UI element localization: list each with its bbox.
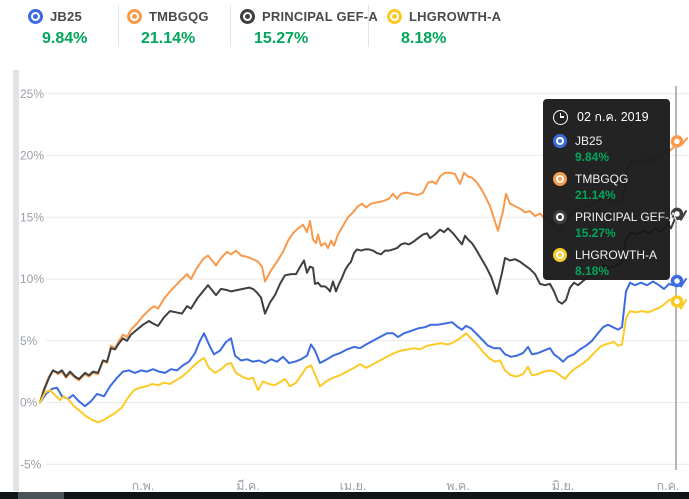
tooltip-row: LHGROWTH-A 8.18% (553, 247, 660, 278)
y-tick-label: 15% (20, 210, 44, 224)
x-tick-label: ก.พ. (132, 479, 155, 493)
fund-color-icon (240, 8, 255, 24)
x-tick-label: มิ.ย. (552, 479, 575, 493)
legend-item-value: 21.14% (141, 30, 196, 47)
legend-item-principal-gef-a[interactable]: PRINCIPAL GEF-A 15.27% (240, 7, 378, 48)
legend-item-label: JB25 (50, 8, 82, 24)
tooltip-fund-name: PRINCIPAL GEF-A (575, 209, 678, 224)
legend-separator (118, 5, 119, 47)
legend-item-label: TMBGQG (149, 8, 209, 24)
y-tick-label: 20% (20, 149, 44, 163)
legend-separator (230, 5, 231, 47)
series-line-lhgrowth-a (39, 297, 687, 424)
legend-item-label: LHGROWTH-A (409, 8, 502, 24)
vertical-scrollbar-thumb[interactable] (13, 70, 19, 491)
fund-color-icon (553, 171, 567, 186)
clock-icon (553, 109, 568, 125)
x-tick-label: มี.ค. (236, 479, 260, 493)
fund-color-icon (553, 209, 567, 224)
legend-bar: JB25 9.84% TMBGQG 21.14% PRINCIPAL GEF-A 15.2… (0, 0, 689, 55)
data-point-marker-lhgrowth-a (670, 295, 684, 308)
horizontal-scrollbar-thumb[interactable] (18, 492, 64, 499)
y-tick-label: 25% (20, 87, 44, 101)
legend-item-value: 9.84% (42, 30, 88, 47)
tooltip-row: JB25 9.84% (553, 133, 660, 164)
legend-item-tmbgqg[interactable]: TMBGQG 21.14% (127, 7, 209, 48)
y-tick-label: 5% (20, 334, 38, 348)
x-tick-label: เม.ย. (340, 479, 367, 493)
series-line-jb25 (39, 278, 687, 408)
fund-color-icon (553, 247, 567, 262)
tooltip-fund-name: TMBGQG (575, 171, 629, 186)
tooltip-fund-value: 21.14% (575, 188, 616, 202)
legend-item-lhgrowth-a[interactable]: LHGROWTH-A 8.18% (387, 7, 501, 48)
legend-item-label: PRINCIPAL GEF-A (262, 8, 378, 24)
tooltip: 02 ก.ค. 2019 JB25 9.84% TMBGQG 21.14% PRINCI… (543, 99, 677, 280)
fund-color-icon (127, 8, 142, 24)
tooltip-row: TMBGQG 21.14% (553, 171, 660, 202)
tooltip-fund-name: LHGROWTH-A (575, 247, 657, 262)
data-point-marker-jb25 (670, 274, 684, 288)
tooltip-row: PRINCIPAL GEF-A 15.27% (553, 209, 677, 240)
series-line-principal-gef-a (39, 210, 687, 404)
tooltip-fund-value: 15.27% (575, 226, 616, 240)
data-point-marker-tmbgqg (670, 135, 684, 148)
x-tick-label: พ.ค. (446, 479, 470, 493)
tooltip-fund-value: 9.84% (575, 150, 610, 164)
y-tick-label: 0% (20, 396, 38, 410)
horizontal-scrollbar-track[interactable] (0, 492, 689, 499)
fund-color-icon (28, 8, 43, 24)
tooltip-fund-name: JB25 (575, 133, 603, 148)
tooltip-header: 02 ก.ค. 2019 (553, 108, 660, 126)
x-tick-label: ก.ค. (657, 479, 680, 493)
fund-color-icon (553, 133, 567, 148)
legend-item-value: 8.18% (401, 30, 447, 47)
tooltip-date: 02 ก.ค. 2019 (577, 110, 649, 124)
legend-item-value: 15.27% (254, 30, 309, 47)
legend-item-jb25[interactable]: JB25 9.84% (28, 7, 87, 48)
legend-separator (368, 5, 369, 47)
y-tick-label: -5% (20, 457, 42, 471)
tooltip-fund-value: 8.18% (575, 264, 610, 278)
data-point-marker-principal-gef-a (670, 207, 684, 221)
y-tick-label: 10% (20, 272, 44, 286)
fund-color-icon (387, 8, 402, 24)
